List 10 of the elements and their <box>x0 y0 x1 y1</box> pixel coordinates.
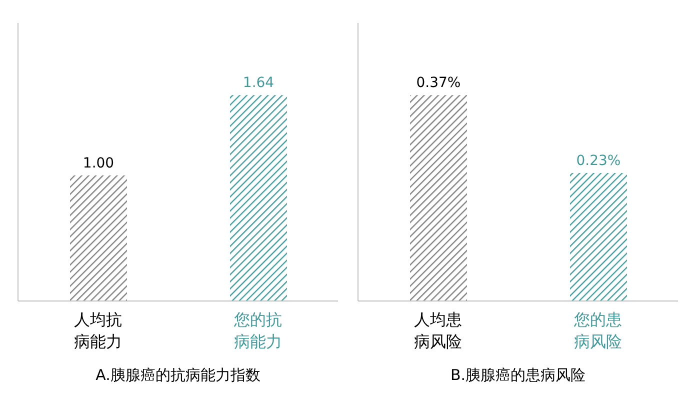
x-tick-label: 人均抗病能力 <box>74 310 122 351</box>
x-tick-label: 人均患病风险 <box>414 310 462 351</box>
x-tick-label: 您的患病风险 <box>573 310 622 351</box>
data-label: 0.23% <box>576 152 621 169</box>
text: B.胰腺癌的患病风险 <box>449 366 587 385</box>
data-label: 1.64 <box>242 75 274 92</box>
text: A.胰腺癌的抗病能力指数 <box>94 366 262 385</box>
x-tick-label: 您的抗病能力 <box>233 310 282 351</box>
data-label: 1.00 <box>82 155 114 172</box>
data-label: 0.37% <box>416 75 461 92</box>
